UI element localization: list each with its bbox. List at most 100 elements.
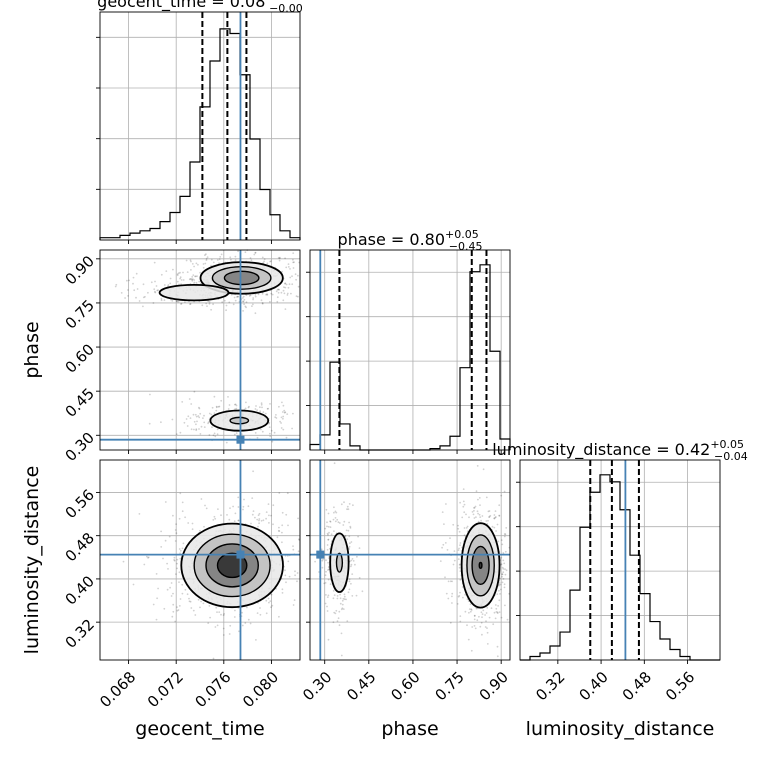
sample-point	[212, 657, 215, 660]
sample-point	[347, 591, 350, 594]
sample-point	[215, 606, 218, 609]
sample-point	[499, 593, 501, 595]
sample-point	[208, 301, 211, 303]
sample-point	[215, 406, 218, 409]
sample-point	[200, 498, 203, 500]
sample-point	[291, 275, 293, 278]
sample-point	[287, 524, 289, 527]
sample-point	[189, 417, 192, 419]
sample-point	[340, 632, 343, 635]
sample-point	[271, 293, 274, 296]
sample-point	[295, 278, 297, 281]
sample-point	[459, 620, 462, 623]
sample-point	[182, 271, 184, 274]
sample-point	[177, 609, 180, 611]
sample-point	[475, 516, 477, 518]
sample-point	[481, 633, 483, 636]
sample-point	[325, 594, 327, 596]
sample-point	[181, 401, 184, 403]
panel-title: phase = 0.80+0.05 −0.45	[338, 228, 483, 253]
sample-point	[189, 278, 192, 280]
sample-point	[222, 634, 225, 636]
histogram-bin	[480, 265, 490, 450]
sample-point	[494, 604, 497, 606]
sample-point	[235, 407, 238, 410]
sample-point	[149, 393, 151, 396]
sample-point	[189, 303, 192, 305]
histogram-bin	[250, 139, 260, 240]
sample-point	[503, 583, 506, 586]
sample-point	[153, 288, 156, 291]
sample-point	[237, 295, 239, 298]
sample-point	[188, 600, 191, 603]
histogram-bin	[580, 527, 590, 660]
sample-point	[473, 615, 476, 617]
sample-point	[327, 638, 330, 641]
sample-point	[176, 562, 178, 565]
sample-point	[495, 516, 497, 518]
sample-point	[241, 611, 243, 614]
sample-point	[223, 299, 226, 302]
sample-point	[487, 510, 490, 513]
sample-point	[285, 283, 288, 286]
sample-point	[274, 416, 277, 418]
sample-point	[222, 627, 225, 630]
sample-point	[178, 605, 181, 607]
sample-point	[284, 286, 287, 289]
sample-point	[272, 504, 275, 507]
sample-point	[348, 503, 351, 505]
sample-point	[289, 276, 292, 279]
sample-point	[343, 520, 346, 523]
sample-point	[291, 283, 294, 286]
sample-point	[473, 507, 475, 509]
sample-point	[180, 302, 183, 305]
contour-level	[158, 284, 230, 302]
sample-point	[461, 516, 464, 519]
sample-point	[332, 589, 335, 592]
sample-point	[348, 545, 351, 548]
sample-point	[176, 567, 179, 570]
sample-point	[327, 566, 330, 568]
sample-point	[249, 257, 252, 259]
sample-point	[213, 515, 216, 518]
sample-point	[258, 519, 260, 522]
sample-point	[150, 281, 153, 284]
sample-point	[173, 556, 176, 559]
sample-point	[458, 547, 460, 550]
sample-point	[205, 253, 207, 256]
sample-point	[504, 573, 507, 576]
sample-point	[444, 542, 447, 544]
sample-point	[480, 519, 482, 522]
panel-title: geocent_time = 0.08+0.00−0.00	[97, 0, 303, 15]
sample-point	[175, 573, 177, 575]
sample-point	[252, 297, 255, 299]
sample-point	[220, 613, 222, 616]
density-panel-geocent_time-phase: 0.30 0.45 0.60 0.75 0.90 phase	[21, 249, 301, 465]
sample-point	[176, 280, 179, 283]
sample-point	[179, 276, 182, 279]
sample-point	[283, 409, 286, 412]
sample-point	[147, 557, 149, 559]
title-upper-error: +0.05	[445, 228, 479, 241]
sample-point	[350, 541, 353, 543]
sample-point	[195, 262, 198, 265]
sample-point	[462, 488, 465, 490]
sample-point	[219, 256, 222, 258]
sample-point	[283, 286, 285, 288]
sample-point	[267, 407, 269, 410]
sample-point	[235, 404, 238, 407]
sample-point	[190, 607, 193, 609]
sample-point	[234, 255, 237, 258]
sample-point	[474, 627, 477, 630]
sample-point	[132, 276, 135, 279]
sample-point	[257, 514, 260, 517]
sample-point	[226, 514, 228, 516]
sample-point	[187, 522, 190, 524]
x-tick-label: 0.60	[387, 668, 423, 704]
y-tick-label: 0.60	[62, 340, 98, 376]
sample-point	[462, 500, 465, 503]
sample-point	[473, 509, 475, 512]
sample-point	[282, 417, 284, 420]
sample-point	[280, 416, 283, 419]
